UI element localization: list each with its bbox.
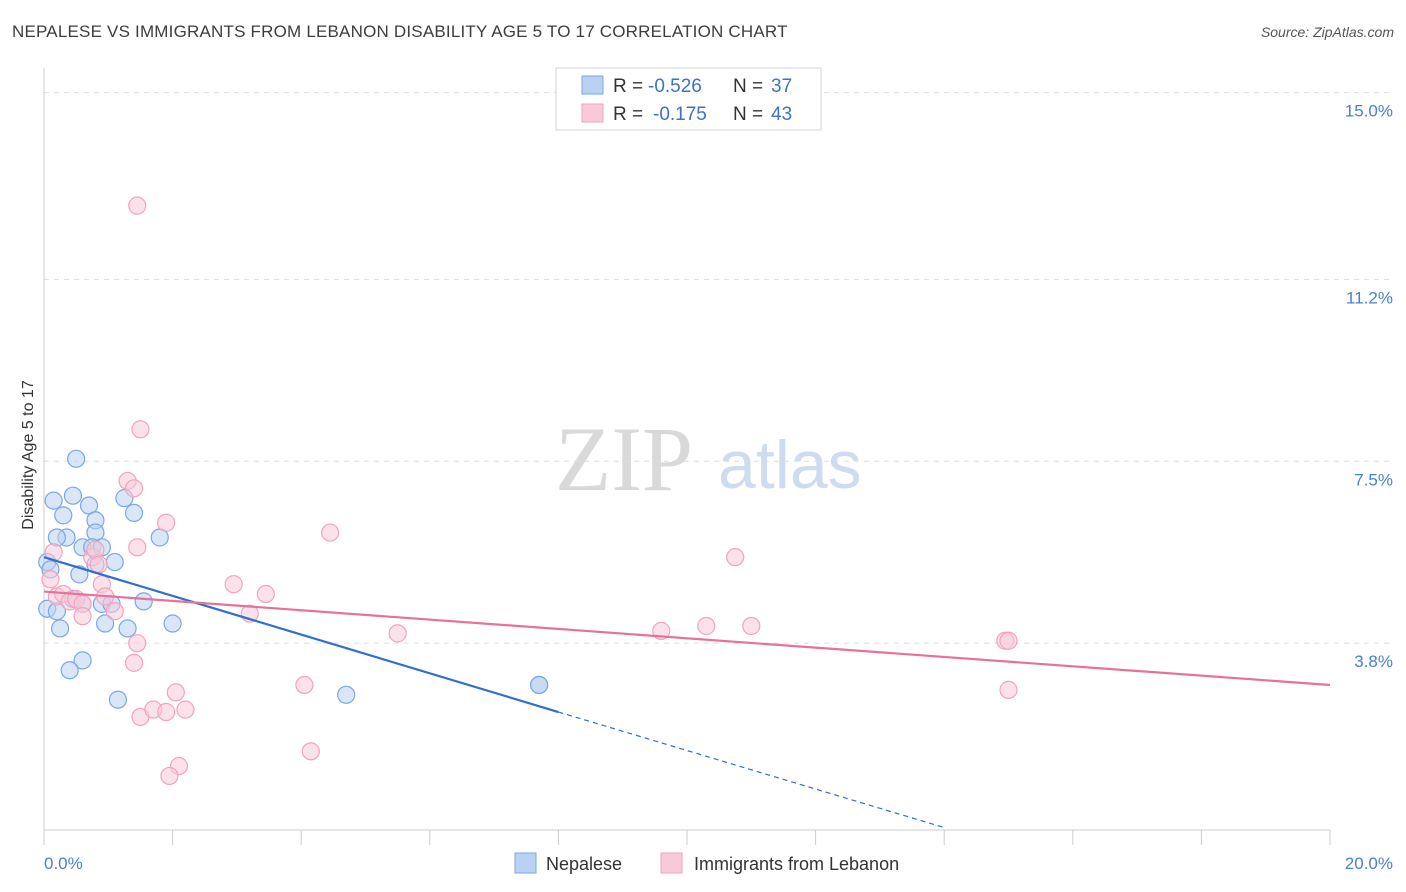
point-lebanon [388,624,407,643]
point-lebanon [131,420,150,439]
legend-swatch-lebanon [581,103,604,123]
point-nepalese [124,503,144,523]
point-lebanon [86,540,105,559]
point-lebanon [128,196,147,215]
legend-swatch-nepalese [581,75,604,95]
point-lebanon [105,602,124,621]
point-lebanon [41,570,60,589]
y-tick-label: 7.5% [1354,470,1393,489]
point-nepalese [134,592,153,611]
point-nepalese [95,614,115,633]
point-nepalese [50,619,70,638]
point-nepalese [63,486,83,505]
point-lebanon [128,634,147,653]
point-lebanon [742,616,761,636]
x-tick-label-min: 0.0% [44,854,83,873]
point-nepalese [67,449,86,468]
legend-n-label-1: N = [733,76,763,97]
point-lebanon [89,555,108,574]
point-nepalese [108,690,128,709]
trend-line-nepalese [43,556,559,714]
y-axis-label: Disability Age 5 to 17 [20,380,37,530]
legend-box: R = -0.526 N = 37 R = -0.175 N = 43 [555,67,822,131]
point-lebanon [697,616,716,636]
point-lebanon [157,513,176,532]
point-lebanon [726,548,745,567]
point-lebanon [256,584,275,604]
point-lebanon [157,702,176,722]
legend-n-label-2: N = [733,104,763,125]
y-tick-label: 11.2% [1346,288,1393,307]
point-nepalese [47,528,66,547]
watermark-atlas: atlas [718,427,862,503]
legend-r-value-2: -0.175 [653,104,707,125]
bottom-legend-swatch-nepalese [514,852,537,874]
point-lebanon [160,766,179,786]
point-lebanon [166,683,185,702]
chart-title: NEPALESE VS IMMIGRANTS FROM LEBANON DISA… [12,22,788,41]
point-nepalese [105,552,124,572]
point-lebanon [999,631,1018,650]
point-nepalese [73,651,92,670]
trend-line-lebanon [43,590,1331,687]
legend-n-value-1: 37 [771,76,792,97]
point-lebanon [124,479,144,498]
point-nepalese [163,614,182,633]
trend-line-nepalese-extension [558,711,945,829]
x-tick-marks [43,830,1331,845]
point-lebanon [73,607,92,626]
legend-n-value-2: 43 [771,104,792,125]
point-lebanon [301,742,320,761]
point-nepalese [44,491,63,510]
point-lebanon [224,575,243,594]
bottom-legend-nepalese: Nepalese [546,854,622,874]
point-nepalese [118,619,137,638]
point-lebanon [295,675,314,695]
legend-r-label-2: R = [613,104,643,125]
point-nepalese [54,506,73,525]
bottom-legend-swatch-lebanon [660,852,683,874]
point-nepalese [337,685,356,704]
source-credit: Source: ZipAtlas.com [1260,24,1394,40]
point-lebanon [124,653,144,672]
x-tick-label-max: 20.0% [1345,854,1393,873]
legend-r-label-1: R = [613,76,643,97]
point-lebanon [999,680,1018,699]
y-tick-label: 15.0% [1345,102,1393,121]
point-lebanon [128,538,147,557]
watermark-zip: ZIP [555,408,693,510]
trend-lines [43,556,1331,829]
bottom-legend-lebanon: Immigrants from Lebanon [694,854,899,874]
grid-lines [44,92,1393,644]
bottom-legend: Nepalese Immigrants from Lebanon [514,852,899,874]
point-lebanon [321,523,340,542]
point-nepalese [530,675,549,695]
y-tick-labels: 3.8% 7.5% 11.2% 15.0% [1345,102,1393,672]
point-lebanon [176,700,195,719]
point-nepalese [60,661,79,680]
legend-r-value-1: -0.526 [648,76,702,97]
y-tick-label: 3.8% [1354,652,1393,671]
data-points [38,196,1018,786]
